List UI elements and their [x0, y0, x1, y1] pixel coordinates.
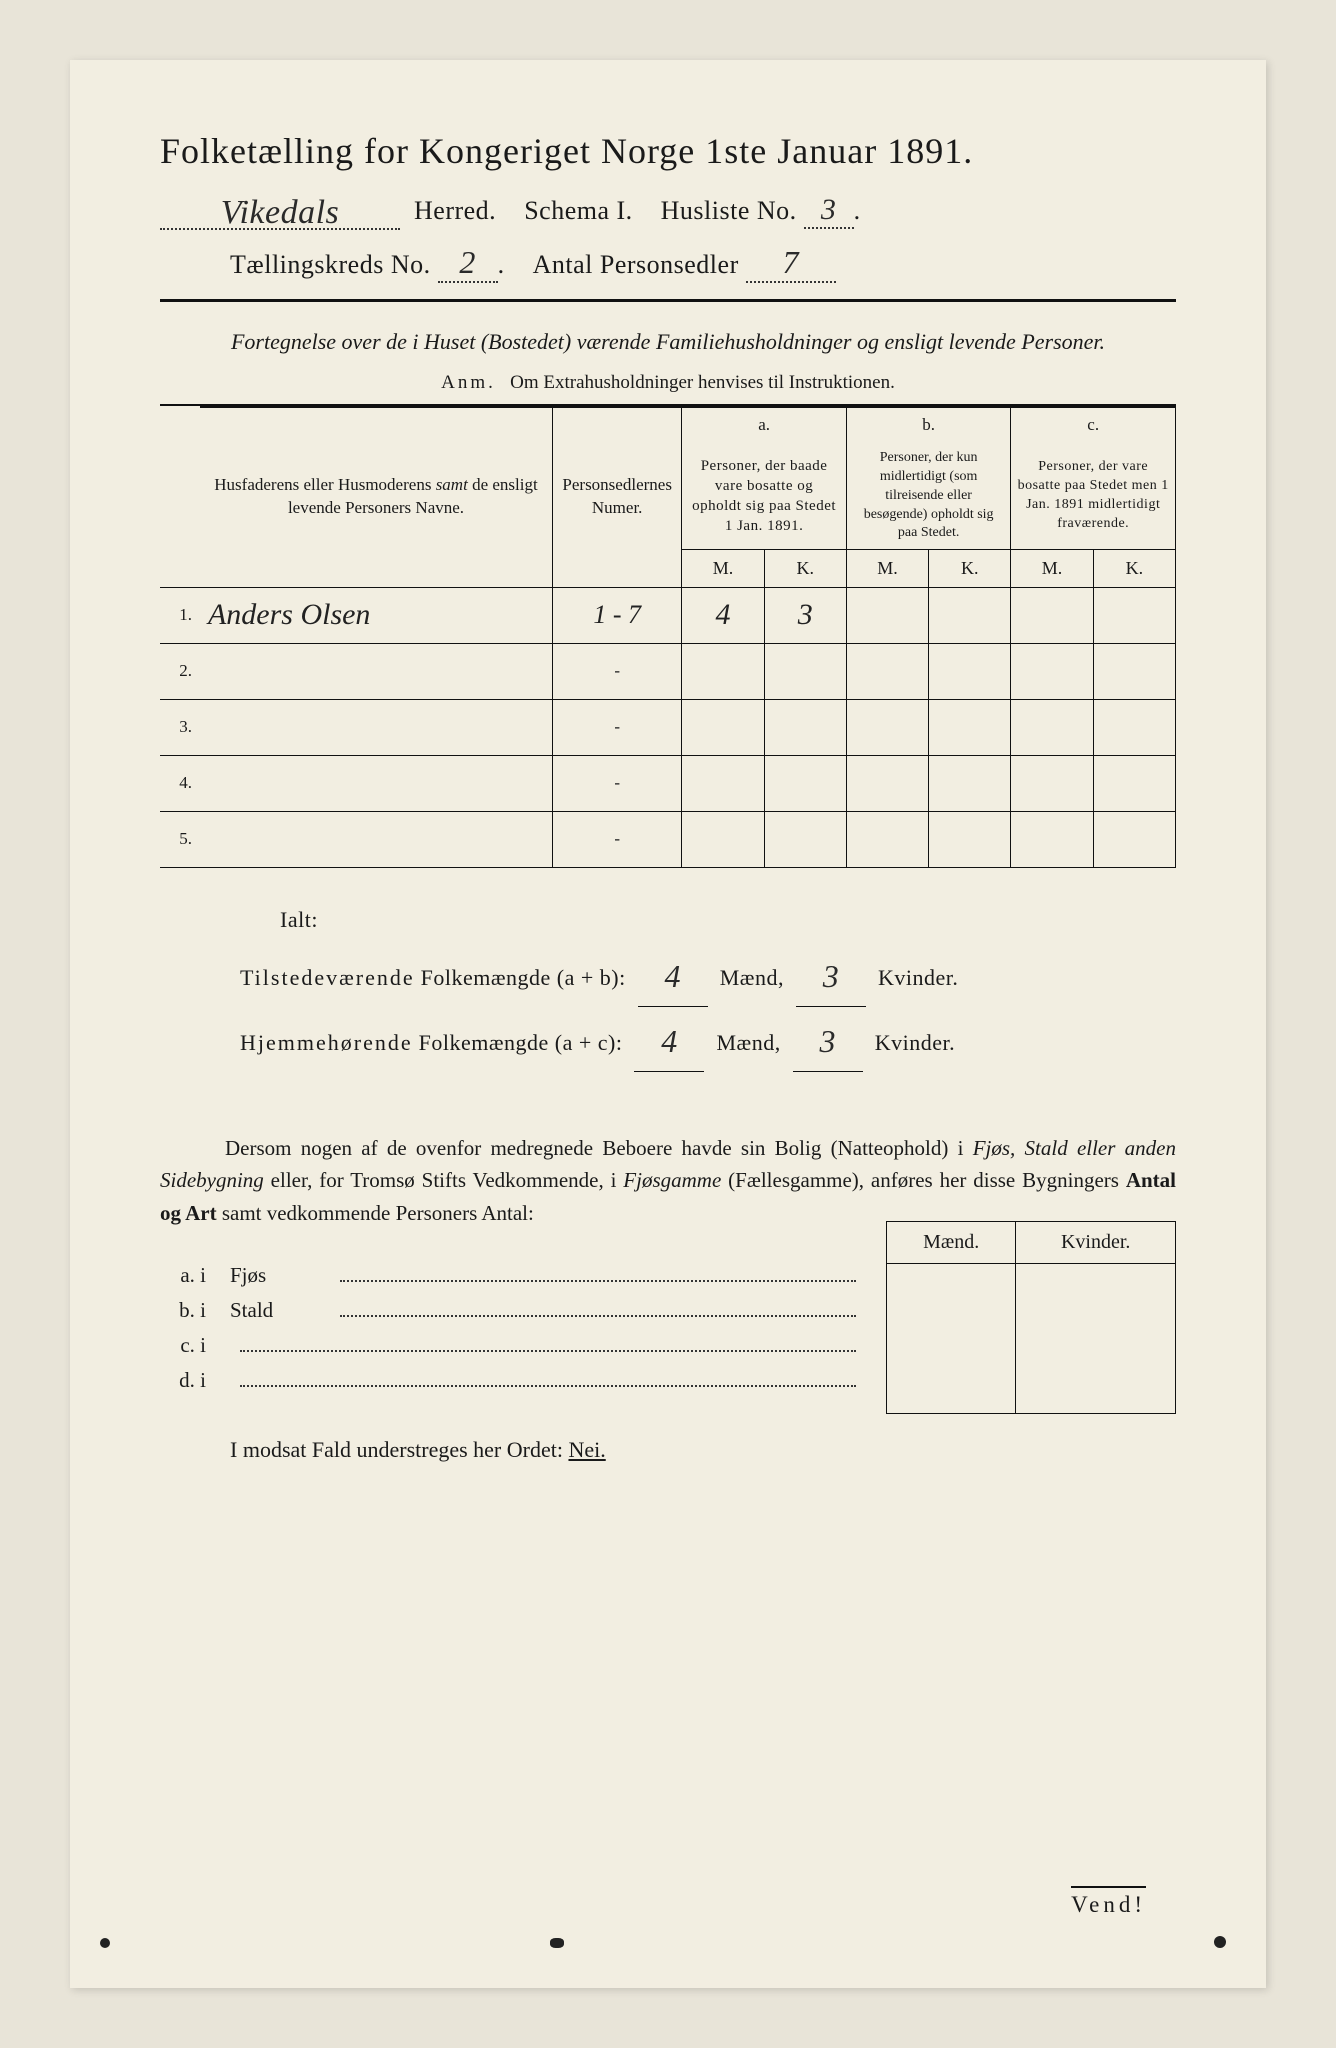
antal-label: Antal Personsedler	[533, 250, 739, 279]
table-row: 2. -	[160, 643, 1176, 699]
herred-label: Herred.	[414, 196, 496, 225]
antal-value: 7	[782, 244, 799, 280]
modsat-line: I modsat Fald understreges her Ordet: Ne…	[160, 1437, 1176, 1463]
col-name-header: Husfaderens eller Husmoderens samt de en…	[200, 407, 553, 587]
anm-text: Om Extrahusholdninger henvises til Instr…	[510, 372, 895, 393]
taelling-label: Tællingskreds No.	[230, 250, 431, 279]
blemish-icon	[100, 1938, 110, 1948]
hjemme-m: 4	[661, 1023, 678, 1059]
table-row: 1. Anders Olsen 1 - 7 4 3	[160, 587, 1176, 643]
taelling-value: 2	[459, 244, 476, 280]
building-paragraph: Dersom nogen af de ovenfor medregnede Be…	[160, 1132, 1176, 1230]
vend-label: Vend!	[1071, 1886, 1146, 1918]
census-form-page: Folketælling for Kongeriget Norge 1ste J…	[70, 60, 1266, 1988]
header-line-1: Vikedals Herred. Schema I. Husliste No. …	[160, 190, 1176, 230]
mk-kvinder: Kvinder.	[1016, 1222, 1176, 1264]
col-a-label: a.	[682, 407, 847, 443]
tilstede-k: 3	[823, 958, 840, 994]
row-a-k: 3	[798, 598, 813, 631]
tilstede-m: 4	[664, 958, 681, 994]
col-c-label: c.	[1011, 407, 1176, 443]
col-a-k: K.	[764, 550, 846, 587]
buildings-list: Mænd. Kvinder. a. i Fjøs b. i Stald c. i…	[160, 1263, 1176, 1393]
col-numer-header: Personsedlernes Numer.	[553, 407, 682, 587]
row-a-m: 4	[715, 598, 730, 631]
blemish-icon	[550, 1938, 564, 1948]
col-a-m: M.	[682, 550, 764, 587]
col-a-text: Personer, der baade vare bosatte og opho…	[682, 443, 847, 550]
mk-maend: Mænd.	[887, 1222, 1016, 1264]
husliste-value: 3	[821, 193, 837, 226]
anm-line: Anm. Om Extrahusholdninger henvises til …	[160, 372, 1176, 394]
mk-box: Mænd. Kvinder.	[886, 1221, 1176, 1414]
table-row: 4. -	[160, 755, 1176, 811]
col-c-text: Personer, der vare bosatte paa Stedet me…	[1011, 443, 1176, 550]
col-c-m: M.	[1011, 550, 1093, 587]
anm-label: Anm.	[441, 372, 496, 393]
row-name: Anders Olsen	[208, 598, 370, 631]
col-b-k: K.	[929, 550, 1011, 587]
tilstede-label: Tilstedeværende	[240, 965, 415, 990]
page-title: Folketælling for Kongeriget Norge 1ste J…	[160, 130, 1176, 172]
schema-label: Schema I.	[524, 196, 632, 225]
husliste-label: Husliste No.	[661, 196, 797, 225]
table-row: 5. -	[160, 811, 1176, 867]
subheader: Fortegnelse over de i Huset (Bostedet) v…	[160, 326, 1176, 358]
row-numer: 1 - 7	[593, 600, 641, 629]
col-c-k: K.	[1093, 550, 1175, 587]
blemish-icon	[1214, 1936, 1226, 1948]
ialt-label: Ialt:	[240, 898, 1176, 942]
census-table: Husfaderens eller Husmoderens samt de en…	[160, 406, 1176, 868]
header-line-2: Tællingskreds No. 2 . Antal Personsedler…	[160, 244, 1176, 283]
hjemme-k: 3	[819, 1023, 836, 1059]
hjemme-label: Hjemmehørende	[240, 1030, 413, 1055]
nei-word: Nei.	[568, 1437, 605, 1462]
herred-value: Vikedals	[221, 194, 340, 231]
divider	[160, 299, 1176, 302]
col-b-m: M.	[846, 550, 928, 587]
totals-block: Ialt: Tilstedeværende Folkemængde (a + b…	[160, 898, 1176, 1072]
col-b-text: Personer, der kun midlertidigt (som tilr…	[846, 443, 1011, 550]
col-b-label: b.	[846, 407, 1011, 443]
table-row: 3. -	[160, 699, 1176, 755]
